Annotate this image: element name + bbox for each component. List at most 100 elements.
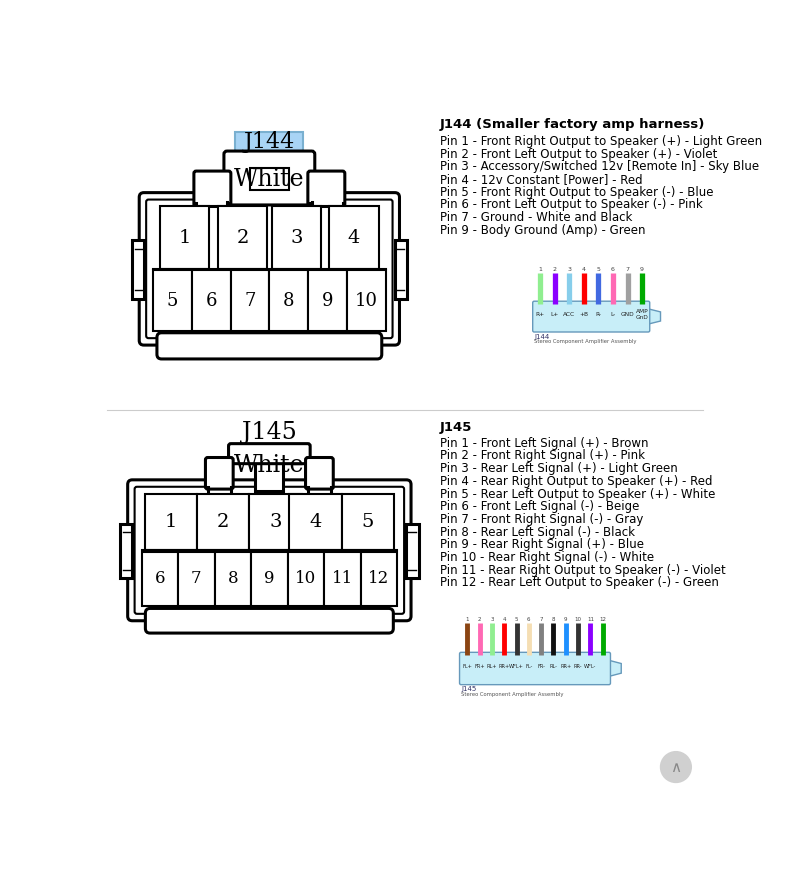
- Bar: [406, 524, 419, 578]
- FancyBboxPatch shape: [128, 480, 411, 621]
- Text: 3: 3: [490, 616, 494, 622]
- Text: 1: 1: [465, 616, 469, 622]
- Bar: [329, 206, 378, 270]
- Text: 5: 5: [167, 291, 179, 310]
- Bar: [250, 168, 288, 189]
- Text: 3: 3: [567, 267, 571, 272]
- Text: 4: 4: [502, 616, 506, 622]
- Text: 4: 4: [582, 267, 586, 272]
- FancyBboxPatch shape: [228, 444, 310, 463]
- Text: 10: 10: [574, 616, 581, 622]
- Text: 8: 8: [228, 571, 238, 588]
- Text: 6: 6: [611, 267, 615, 272]
- Text: Pin 7 - Front Right Signal (-) - Gray: Pin 7 - Front Right Signal (-) - Gray: [439, 513, 643, 526]
- Text: 5: 5: [596, 267, 600, 272]
- Text: ACC: ACC: [563, 312, 575, 317]
- Text: R+: R+: [536, 312, 545, 317]
- Text: 4: 4: [310, 513, 322, 530]
- Text: ∧: ∧: [671, 760, 682, 774]
- Text: 5: 5: [362, 513, 374, 530]
- Text: 6: 6: [527, 616, 531, 622]
- Bar: [218, 206, 267, 270]
- Text: White: White: [234, 454, 305, 477]
- Text: 8: 8: [283, 291, 295, 310]
- Bar: [145, 494, 197, 550]
- Text: 6: 6: [155, 571, 165, 588]
- Text: 5: 5: [515, 616, 518, 622]
- Bar: [215, 552, 251, 605]
- FancyBboxPatch shape: [139, 193, 400, 345]
- Text: Pin 1 - Front Left Signal (+) - Brown: Pin 1 - Front Left Signal (+) - Brown: [439, 437, 648, 450]
- Bar: [361, 552, 397, 605]
- Text: Pin 9 - Body Ground (Amp) - Green: Pin 9 - Body Ground (Amp) - Green: [439, 224, 645, 237]
- FancyBboxPatch shape: [308, 171, 344, 206]
- FancyBboxPatch shape: [194, 171, 231, 206]
- Text: Pin 9 - Rear Right Signal (+) - Blue: Pin 9 - Rear Right Signal (+) - Blue: [439, 538, 644, 551]
- FancyBboxPatch shape: [157, 333, 382, 359]
- Text: Pin 4 - 12v Constant [Power] - Red: Pin 4 - 12v Constant [Power] - Red: [439, 173, 642, 186]
- Text: Pin 10 - Rear Right Signal (-) - White: Pin 10 - Rear Right Signal (-) - White: [439, 551, 653, 564]
- Text: 6: 6: [205, 291, 217, 310]
- Text: Pin 3 - Rear Left Signal (+) - Light Green: Pin 3 - Rear Left Signal (+) - Light Gre…: [439, 463, 677, 475]
- Text: J144: J144: [534, 334, 550, 339]
- Text: RR+: RR+: [498, 663, 510, 669]
- FancyBboxPatch shape: [306, 457, 333, 489]
- Text: 12: 12: [368, 571, 389, 588]
- Text: Pin 11 - Rear Right Output to Speaker (-) - Violet: Pin 11 - Rear Right Output to Speaker (-…: [439, 563, 725, 577]
- Bar: [269, 271, 308, 330]
- Text: 10: 10: [295, 571, 317, 588]
- Text: RL+: RL+: [487, 663, 497, 669]
- Text: 8: 8: [551, 616, 555, 622]
- Bar: [251, 552, 288, 605]
- Text: RL-: RL-: [550, 663, 558, 669]
- Text: Stereo Component Amplifier Assembly: Stereo Component Amplifier Assembly: [461, 691, 563, 697]
- Text: AMP
GnD: AMP GnD: [636, 309, 649, 320]
- Text: Pin 12 - Rear Left Output to Speaker (-) - Green: Pin 12 - Rear Left Output to Speaker (-)…: [439, 577, 718, 589]
- Bar: [178, 552, 215, 605]
- FancyBboxPatch shape: [224, 151, 314, 205]
- Bar: [235, 132, 303, 152]
- Text: FL+: FL+: [462, 663, 472, 669]
- Text: Pin 5 - Front Right Output to Speaker (-) - Blue: Pin 5 - Front Right Output to Speaker (-…: [439, 186, 713, 199]
- Bar: [120, 524, 132, 578]
- Text: 2: 2: [478, 616, 481, 622]
- Bar: [131, 240, 144, 299]
- Bar: [255, 458, 283, 490]
- PathPatch shape: [648, 309, 660, 324]
- Text: 9: 9: [322, 291, 333, 310]
- Text: 11: 11: [332, 571, 353, 588]
- Text: Pin 6 - Front Left Output to Speaker (-) - Pink: Pin 6 - Front Left Output to Speaker (-)…: [439, 198, 702, 212]
- Bar: [308, 271, 347, 330]
- Text: J145: J145: [461, 686, 476, 692]
- Text: 1: 1: [539, 267, 542, 272]
- Bar: [197, 494, 250, 550]
- Text: GND: GND: [621, 312, 634, 317]
- Text: 10: 10: [355, 291, 378, 310]
- Text: J144 (Smaller factory amp harness): J144 (Smaller factory amp harness): [439, 118, 705, 131]
- Text: Pin 8 - Rear Left Signal (-) - Black: Pin 8 - Rear Left Signal (-) - Black: [439, 526, 634, 538]
- Text: L+: L+: [551, 312, 559, 317]
- Text: 7: 7: [191, 571, 201, 588]
- Text: Pin 1 - Front Right Output to Speaker (+) - Light Green: Pin 1 - Front Right Output to Speaker (+…: [439, 135, 762, 148]
- FancyBboxPatch shape: [146, 199, 393, 338]
- Text: 7: 7: [626, 267, 630, 272]
- Bar: [141, 552, 178, 605]
- Text: 7: 7: [540, 616, 543, 622]
- Bar: [347, 271, 386, 330]
- Bar: [272, 206, 321, 270]
- Circle shape: [660, 752, 691, 782]
- Text: RR-: RR-: [574, 663, 582, 669]
- Bar: [395, 240, 407, 299]
- Text: Pin 5 - Rear Left Output to Speaker (+) - White: Pin 5 - Rear Left Output to Speaker (+) …: [439, 488, 715, 501]
- Bar: [324, 552, 361, 605]
- Text: 9: 9: [640, 267, 644, 272]
- FancyBboxPatch shape: [532, 301, 649, 332]
- Bar: [288, 552, 324, 605]
- Text: Pin 6 - Front Left Signal (-) - Beige: Pin 6 - Front Left Signal (-) - Beige: [439, 500, 639, 513]
- Text: 3: 3: [290, 229, 303, 246]
- FancyBboxPatch shape: [205, 457, 233, 489]
- Text: J145: J145: [242, 421, 297, 445]
- Text: 1: 1: [164, 513, 177, 530]
- Text: 9: 9: [564, 616, 567, 622]
- Text: Pin 4 - Rear Right Output to Speaker (+) - Red: Pin 4 - Rear Right Output to Speaker (+)…: [439, 475, 712, 488]
